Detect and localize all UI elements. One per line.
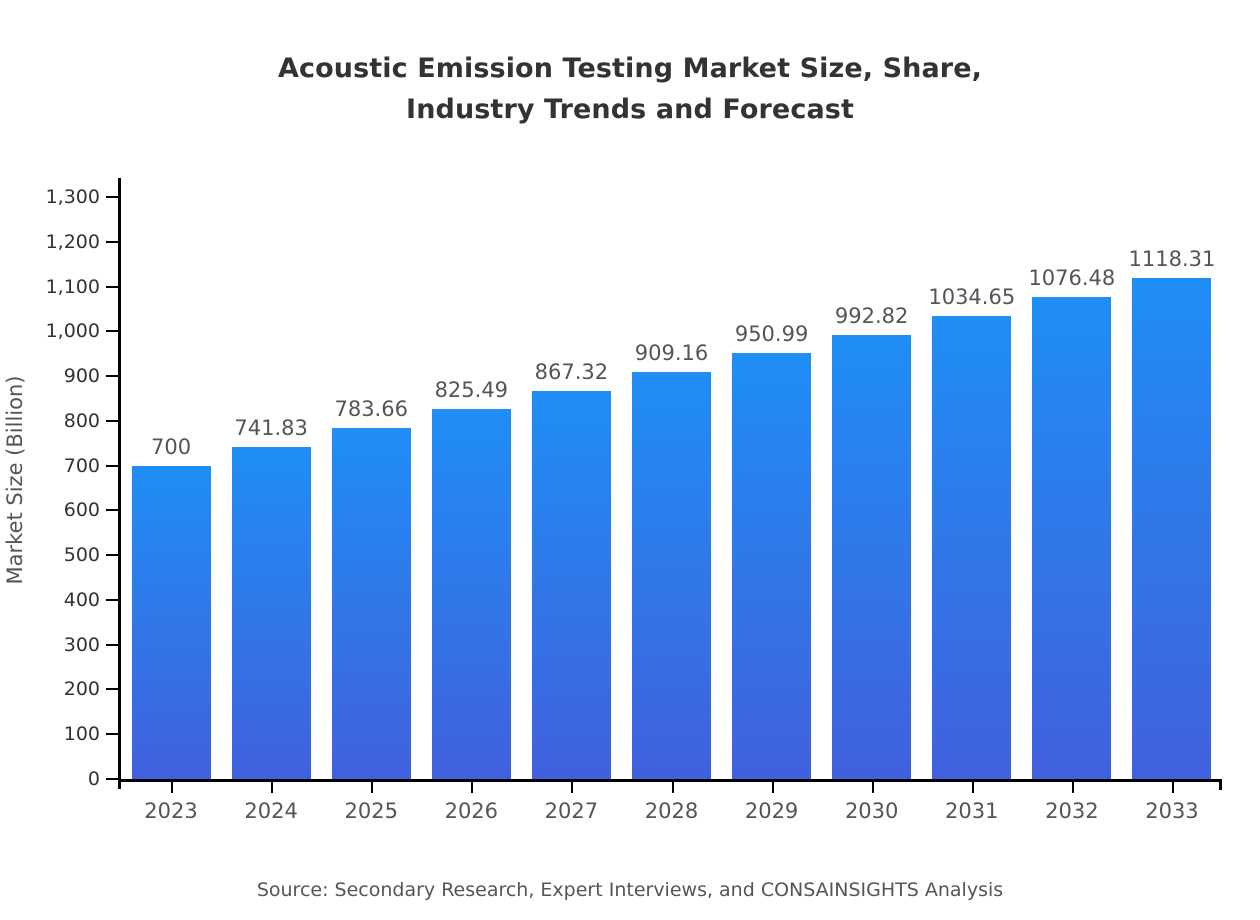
x-axis-tick-label: 2028 [644,799,699,823]
x-axis-tick-label: 2033 [1145,799,1199,823]
y-axis-tick-label: 300 [63,633,100,656]
y-axis-tick-mark [106,419,118,422]
bar-2026[interactable] [432,409,511,779]
x-axis-tick-label: 2026 [444,799,499,823]
x-axis-line [121,779,1222,782]
chart-title-line-2: Industry Trends and Forecast [406,94,854,125]
bar-value-label: 741.83 [234,415,308,440]
bar-2028[interactable] [632,371,711,779]
y-axis-tick-mark [106,330,118,333]
source-note: Source: Secondary Research, Expert Inter… [256,879,1004,901]
y-axis-tick-label: 800 [63,409,100,432]
y-axis-tick-mark [106,285,118,288]
y-axis-tick-label: 0 [87,768,100,790]
bar-value-label: 992.82 [834,303,909,328]
bar-2032[interactable] [1032,297,1111,779]
bar-2023[interactable] [132,465,211,779]
x-axis-tick-mark [371,782,373,793]
y-axis-tick-mark [106,375,118,378]
x-axis-tick-mark [571,782,573,793]
bar-value-label: 950.99 [734,322,809,347]
x-axis-tick-mark [672,782,674,793]
x-axis-tick-label: 2024 [244,799,298,823]
x-axis-tick-mark [972,782,974,793]
y-axis-tick-mark [106,464,118,467]
x-axis-tick-mark [772,782,774,793]
bar-value-label: 867.32 [534,359,609,384]
bar-2024[interactable] [232,446,311,779]
bar-2029[interactable] [732,353,811,779]
chart-title-line-1: Acoustic Emission Testing Market Size, S… [278,53,982,84]
bar-value-label: 700 [150,434,192,459]
page-title: Acoustic Emission Testing Market Size, S… [0,48,1260,130]
x-axis-tick-label: 2031 [945,799,999,823]
x-axis-tick-mark [872,782,874,793]
bar-value-label: 909.16 [634,340,709,365]
y-axis-tick-mark [106,778,118,780]
bar-value-label: 783.66 [334,397,408,422]
x-axis-tick-mark [171,782,173,793]
x-axis-tick-label: 2030 [844,799,899,823]
x-axis-tick-label: 2027 [544,799,599,823]
y-axis-tick-mark [106,643,118,646]
y-axis-tick-label: 1,300 [45,186,100,208]
bar-2030[interactable] [832,334,911,779]
y-axis-tick-label: 900 [63,365,100,388]
x-axis-tick-label: 2023 [144,799,198,823]
y-axis-tick-mark [106,598,118,601]
x-axis-tick-mark [471,782,473,793]
y-axis-tick-mark [106,688,118,691]
y-axis-tick-label: 600 [63,499,100,522]
y-axis-tick-label: 500 [63,544,100,567]
bar-2031[interactable] [932,315,1011,779]
bar-value-label: 1076.48 [1028,266,1116,291]
y-axis-tick-label: 400 [63,588,100,611]
y-axis-line [118,178,121,789]
y-axis-tick-mark [106,196,118,198]
y-axis-tick-label: 1,100 [45,275,100,298]
bar-2027[interactable] [532,390,611,779]
bar-2025[interactable] [332,428,411,779]
bar-value-label: 1034.65 [928,284,1016,309]
y-axis-tick-label: 700 [63,454,100,477]
bar-2033[interactable] [1132,278,1211,779]
x-axis-endcap [1219,779,1222,790]
bar-value-label: 1118.31 [1128,247,1216,272]
y-axis-tick-label: 1,000 [45,320,100,343]
y-axis-tick-mark [106,733,118,736]
y-axis-tick-label: 1,200 [45,230,100,253]
y-axis-tick-mark [106,554,118,557]
x-axis-tick-mark [1072,782,1074,793]
x-axis-tick-mark [1172,782,1174,793]
x-axis-tick-label: 2025 [344,799,398,823]
y-axis-tick-mark [106,509,118,512]
x-axis-tick-label: 2032 [1045,799,1099,823]
y-axis-tick-label: 200 [63,678,100,701]
y-axis-tick-label: 100 [63,723,100,746]
x-axis-tick-mark [271,782,273,793]
y-axis-tick-mark [106,240,118,243]
y-axis-title: Market Size (Billion) [3,375,27,585]
bar-value-label: 825.49 [434,378,509,403]
x-axis-tick-label: 2029 [744,799,799,823]
